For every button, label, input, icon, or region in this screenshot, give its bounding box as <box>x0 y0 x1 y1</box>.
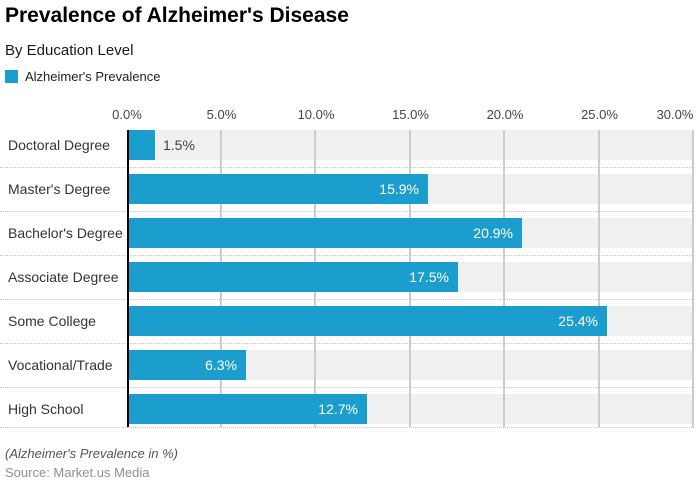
chart-title: Prevalence of Alzheimer's Disease <box>5 4 349 27</box>
category-label-doctoral-degree: Doctoral Degree <box>8 137 110 153</box>
category-label-vocational-trade: Vocational/Trade <box>8 357 113 373</box>
value-label-associate-degree: 17.5% <box>409 269 449 285</box>
row-separator <box>0 255 694 256</box>
x-tick-label-30pct: 30.0% <box>656 107 694 122</box>
plot-bottom-separator <box>0 427 694 428</box>
category-label-some-college: Some College <box>8 313 96 329</box>
value-label-some-college: 25.4% <box>558 313 598 329</box>
gridline-30pct <box>692 130 694 427</box>
bar-high-school[interactable] <box>127 394 367 424</box>
category-label-high-school: High School <box>8 401 84 417</box>
value-label-high-school: 12.7% <box>318 401 358 417</box>
x-tick-label-0pct: 0.0% <box>112 107 142 122</box>
chart-subtitle: By Education Level <box>5 42 134 59</box>
x-tick-label-5pct: 5.0% <box>206 107 237 122</box>
value-label-vocational-trade: 6.3% <box>205 357 237 373</box>
source-credit: Source: Market.us Media <box>5 465 150 480</box>
bar-associate-degree[interactable] <box>127 262 458 292</box>
row-separator <box>0 343 694 344</box>
row-separator <box>0 299 694 300</box>
value-label-doctoral-degree: 1.5% <box>163 137 195 153</box>
row-separator <box>0 211 694 212</box>
gridline-25pct <box>598 130 600 427</box>
legend-swatch-icon <box>5 70 18 83</box>
x-tick-label-15pct: 15.0% <box>392 107 429 122</box>
row-separator <box>0 167 694 168</box>
x-tick-label-10pct: 10.0% <box>297 107 335 122</box>
x-tick-label-25pct: 25.0% <box>581 107 618 122</box>
legend: Alzheimer's Prevalence <box>5 69 160 84</box>
category-label-bachelor-s-degree: Bachelor's Degree <box>8 225 123 241</box>
bar-doctoral-degree[interactable] <box>127 130 155 160</box>
value-label-bachelor-s-degree: 20.9% <box>473 225 513 241</box>
row-separator <box>0 387 694 388</box>
bar-some-college[interactable] <box>127 306 607 336</box>
footnote: (Alzheimer's Prevalence in %) <box>5 446 178 461</box>
bar-bachelor-s-degree[interactable] <box>127 218 522 248</box>
gridline-20pct <box>503 130 505 427</box>
category-label-master-s-degree: Master's Degree <box>8 181 111 197</box>
plot-area: Doctoral Degree 1.5% Master's Degree 15.9% B… <box>0 107 694 428</box>
bar-master-s-degree[interactable] <box>127 174 428 204</box>
category-label-associate-degree: Associate Degree <box>8 269 119 285</box>
value-label-master-s-degree: 15.9% <box>379 181 419 197</box>
bar-vocational-trade[interactable] <box>127 350 246 380</box>
x-tick-label-20pct: 20.0% <box>486 107 524 122</box>
y-axis-baseline <box>127 130 129 427</box>
legend-label: Alzheimer's Prevalence <box>25 69 161 84</box>
